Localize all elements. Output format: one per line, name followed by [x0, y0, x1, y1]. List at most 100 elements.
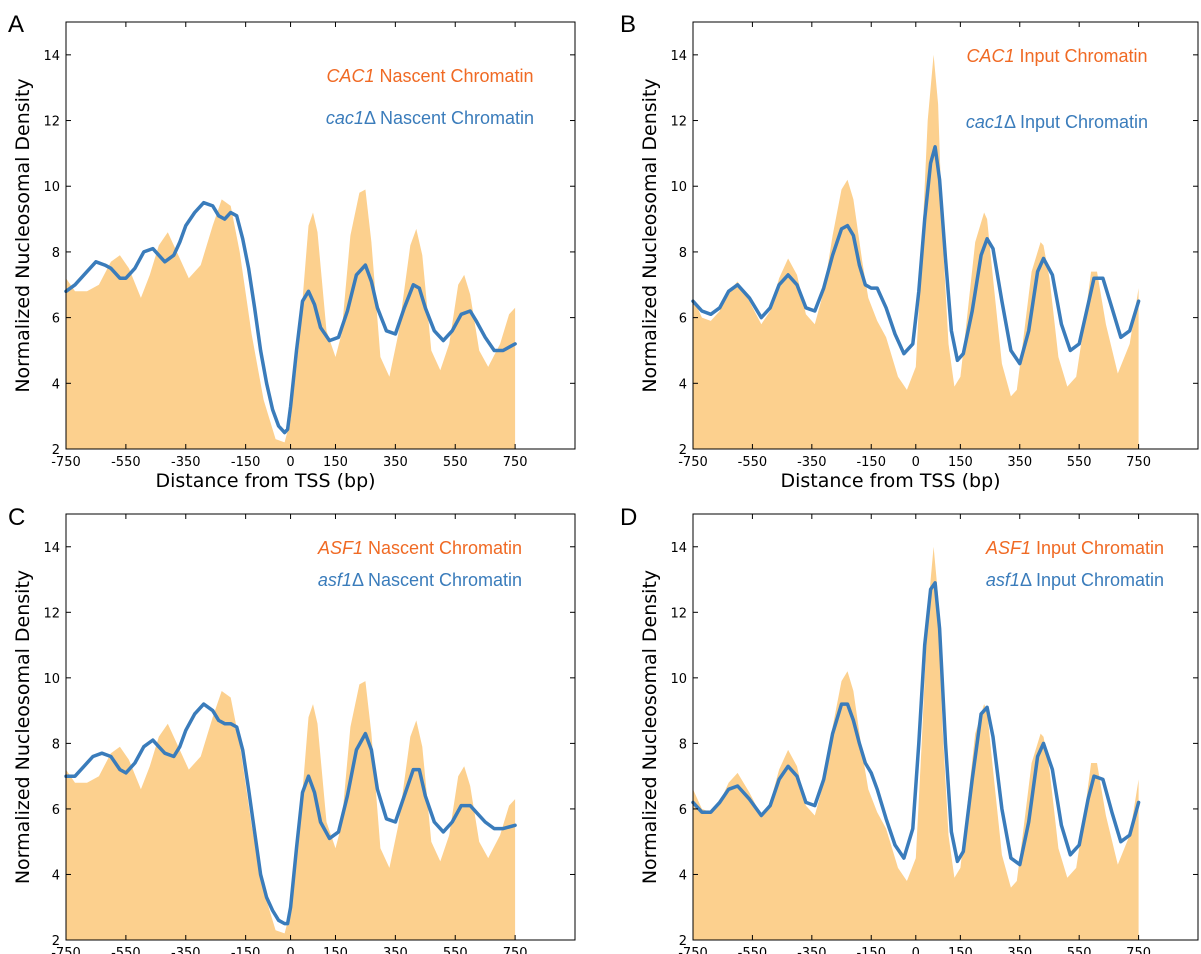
panel-c: C -750 -550 -350 -150 0 150 350 550 750 2 4 6 8 10 12 14…: [8, 504, 576, 954]
x-tick-label: -550: [111, 455, 141, 470]
panel-a: A -750 -550 -350 -150 0 150 350 550 750 2 4 6 8 10 12 14…: [8, 11, 576, 492]
x-axis-title: Distance from TSS (bp): [155, 470, 375, 492]
line-series-c: [64, 702, 517, 926]
panel-label-c: C: [8, 504, 25, 531]
y-tick-label: 2: [52, 443, 60, 458]
y-tick-label: 12: [43, 606, 60, 621]
y-tick-label: 4: [52, 868, 60, 883]
x-tick-label: 750: [503, 455, 528, 470]
x-tick-label: 750: [503, 946, 528, 954]
x-tick-label: -150: [856, 455, 886, 470]
legend-entry-mutant: cac1Δ Input Chromatin: [966, 112, 1148, 132]
legend-entry-wildtype: ASF1 Nascent Chromatin: [317, 538, 522, 558]
plot-frame-c: [65, 513, 576, 941]
y-tick-label: 6: [679, 803, 687, 818]
plot-frame-d: [692, 513, 1199, 941]
y-tick-label: 14: [670, 541, 687, 556]
x-tick-label: -750: [51, 946, 81, 954]
x-tick-label: 350: [1007, 946, 1032, 954]
x-tick-label: 0: [286, 455, 294, 470]
x-tick-label: -550: [738, 946, 768, 954]
plot-frame-a: [65, 21, 576, 450]
legend-entry-mutant: cac1Δ Nascent Chromatin: [326, 108, 534, 128]
legend-label: Nascent Chromatin: [363, 538, 522, 558]
y-axis-title: Normalized Nucleosomal Density: [12, 570, 34, 884]
legend-label: Input Chromatin: [1031, 538, 1164, 558]
x-tick-label: 150: [948, 455, 973, 470]
y-tick-label: 12: [670, 606, 687, 621]
line-series-d: [691, 581, 1141, 867]
panel-d: D -750 -550 -350 -150 0 150 350 550 750 2 4 6 8 10 12 14…: [620, 504, 1199, 954]
area-series-a: [66, 189, 516, 449]
legend-gene-name: asf1: [318, 570, 352, 590]
x-tick-label: -550: [111, 946, 141, 954]
x-tick-label: 350: [1007, 455, 1032, 470]
y-tick-label: 4: [679, 868, 687, 883]
legend-gene-name: asf1: [986, 570, 1020, 590]
y-tick-label: 12: [670, 115, 687, 130]
legend-gene-name: cac1: [326, 108, 364, 128]
panel-b: B -750 -550 -350 -150 0 150 350 550 750 2 4 6 8 10 12 14…: [620, 11, 1199, 492]
legend-label: Input Chromatin: [1014, 46, 1147, 66]
y-tick-label: 14: [43, 541, 60, 556]
y-tick-label: 6: [52, 312, 60, 327]
x-tick-label: 550: [443, 455, 468, 470]
panel-label-d: D: [620, 504, 637, 531]
x-tick-label: -150: [856, 946, 886, 954]
x-tick-label: 350: [383, 946, 408, 954]
area-series-b: [693, 54, 1139, 450]
y-tick-label: 8: [679, 246, 687, 261]
y-tick-label: 2: [679, 443, 687, 458]
x-tick-label: 750: [1126, 455, 1151, 470]
y-tick-label: 12: [43, 115, 60, 130]
y-axis-title: Normalized Nucleosomal Density: [12, 78, 34, 392]
x-tick-label: 350: [383, 455, 408, 470]
y-tick-label: 8: [679, 737, 687, 752]
legend-label: Δ Input Chromatin: [1004, 112, 1148, 132]
legend-label: Δ Nascent Chromatin: [352, 570, 522, 590]
x-tick-label: 750: [1126, 946, 1151, 954]
x-tick-label: 150: [948, 946, 973, 954]
x-tick-label: 0: [286, 946, 294, 954]
y-tick-label: 10: [43, 180, 60, 195]
x-tick-label: -150: [231, 946, 261, 954]
x-tick-label: -150: [231, 455, 261, 470]
x-tick-label: 0: [912, 946, 920, 954]
y-axis-title: Normalized Nucleosomal Density: [639, 570, 661, 884]
legend-entry-wildtype: CAC1 Nascent Chromatin: [326, 66, 533, 86]
y-tick-label: 4: [679, 377, 687, 392]
y-tick-label: 6: [679, 312, 687, 327]
plot-frame-b: [692, 21, 1199, 450]
x-tick-label: 550: [443, 946, 468, 954]
y-tick-label: 8: [52, 737, 60, 752]
x-tick-label: 550: [1067, 946, 1092, 954]
legend-gene-name: CAC1: [326, 66, 374, 86]
y-tick-label: 8: [52, 246, 60, 261]
y-tick-label: 4: [52, 377, 60, 392]
y-tick-label: 10: [670, 180, 687, 195]
panel-label-a: A: [8, 11, 24, 38]
y-tick-label: 10: [670, 672, 687, 687]
x-tick-label: -350: [171, 455, 201, 470]
y-tick-label: 2: [679, 934, 687, 949]
legend-entry-mutant: asf1Δ Nascent Chromatin: [318, 570, 522, 590]
legend-gene-name: ASF1: [985, 538, 1031, 558]
x-tick-label: -550: [738, 455, 768, 470]
y-axis-title: Normalized Nucleosomal Density: [639, 78, 661, 392]
legend-gene-name: CAC1: [966, 46, 1014, 66]
legend-entry-wildtype: ASF1 Input Chromatin: [985, 538, 1164, 558]
legend-label: Nascent Chromatin: [374, 66, 533, 86]
line-series-a: [64, 200, 517, 435]
x-tick-label: 150: [323, 455, 348, 470]
x-tick-label: 150: [323, 946, 348, 954]
legend-gene-name: ASF1: [317, 538, 363, 558]
x-tick-label: -350: [797, 455, 827, 470]
x-tick-label: 550: [1067, 455, 1092, 470]
y-tick-label: 14: [670, 49, 687, 64]
y-tick-label: 6: [52, 803, 60, 818]
y-tick-label: 10: [43, 672, 60, 687]
legend-label: Δ Input Chromatin: [1020, 570, 1164, 590]
y-tick-label: 14: [43, 49, 60, 64]
x-tick-label: -350: [797, 946, 827, 954]
